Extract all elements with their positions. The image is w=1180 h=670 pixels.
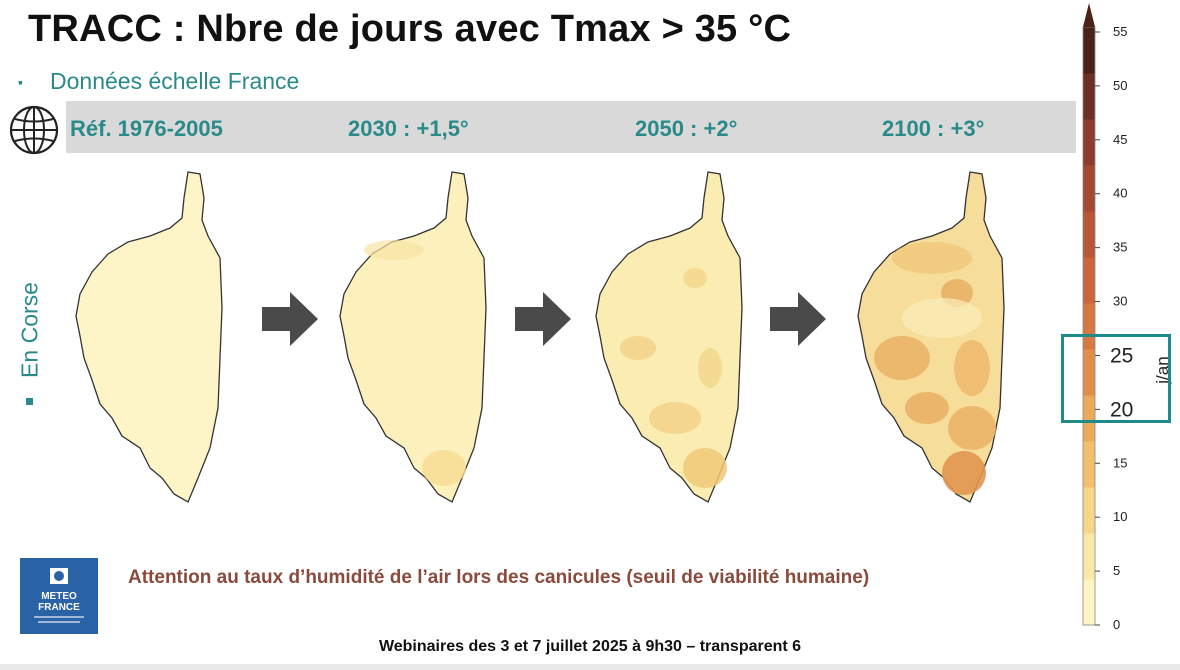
page-title: TRACC : Nbre de jours avec Tmax > 35 °C [28, 8, 792, 50]
arrow-right-icon [770, 292, 826, 346]
colorbar-tick-label: 0 [1113, 617, 1120, 632]
colorbar-swatch [1083, 303, 1095, 350]
colorbar-swatch [1083, 211, 1095, 258]
colorbar-swatch [1083, 119, 1095, 166]
map-2100 [857, 171, 1005, 503]
arrow-right-icon [262, 292, 318, 346]
colorbar-tick-label: 55 [1113, 24, 1127, 39]
colorbar-tick-label: 45 [1113, 132, 1127, 147]
subtitle-bullet: ▪ [18, 74, 23, 90]
period-label-2050: 2050 : +2° [635, 116, 738, 141]
colorbar-tick-label: 15 [1113, 455, 1127, 470]
logo-text-line1: METEO [41, 591, 77, 602]
map-ref [75, 171, 223, 503]
colorbar-swatch [1083, 487, 1095, 534]
subtitle: Données échelle France [50, 68, 300, 94]
colorbar-tick-label: 10 [1113, 509, 1127, 524]
colorbar-tick-label: 20 [1110, 398, 1133, 421]
colorbar-swatch [1083, 579, 1095, 626]
colorbar-tick-label: 25 [1110, 344, 1133, 367]
side-label: En Corse [10, 270, 50, 390]
colorbar-swatch [1083, 441, 1095, 488]
colorbar-tick-label: 5 [1113, 563, 1120, 578]
side-bullet [26, 398, 33, 405]
arrow-right-icon [515, 292, 571, 346]
logo-mark: METEO FRANCE [34, 568, 84, 623]
colorbar-swatch [1083, 165, 1095, 212]
period-label-2030: 2030 : +1,5° [348, 116, 469, 141]
period-label-2100: 2100 : +3° [882, 116, 985, 141]
colorbar-highlight-box [1061, 334, 1171, 423]
colorbar-swatch [1083, 533, 1095, 580]
period-header-band [66, 101, 1076, 153]
meteo-france-logo: METEO FRANCE [20, 558, 98, 634]
colorbar-swatch [1083, 257, 1095, 304]
colorbar-tick-label: 40 [1113, 186, 1127, 201]
warning-text: Attention au taux d’humidité de l’air lo… [128, 567, 870, 588]
map-2030 [339, 171, 487, 503]
colorbar-swatch [1083, 73, 1095, 120]
colorbar-swatch [1083, 395, 1095, 442]
footer-divider [0, 664, 1180, 670]
colorbar-swatch [1083, 27, 1095, 74]
colorbar-extend-arrow [1083, 3, 1095, 27]
map-2050 [595, 171, 743, 503]
colorbar-swatch [1083, 349, 1095, 396]
colorbar-tick-label: 35 [1113, 240, 1127, 255]
colorbar-tick-label: 50 [1113, 78, 1127, 93]
colorbar: 0 5 10 15 20 25 30 35 40 45 50 55 j/an [1082, 3, 1172, 632]
colorbar-ticks: 0 5 10 15 20 25 30 35 40 45 50 55 [1095, 24, 1133, 632]
globe-icon [9, 105, 59, 155]
footer-text: Webinaires des 3 et 7 juillet 2025 à 9h3… [378, 638, 802, 655]
colorbar-unit: j/an [1153, 356, 1172, 384]
period-label-ref: Réf. 1976-2005 [70, 116, 223, 141]
side-label-text: En Corse [16, 282, 43, 378]
colorbar-tick-label: 30 [1113, 294, 1127, 309]
logo-text-line2: FRANCE [38, 602, 80, 613]
colorbar-swatches [1082, 26, 1096, 626]
